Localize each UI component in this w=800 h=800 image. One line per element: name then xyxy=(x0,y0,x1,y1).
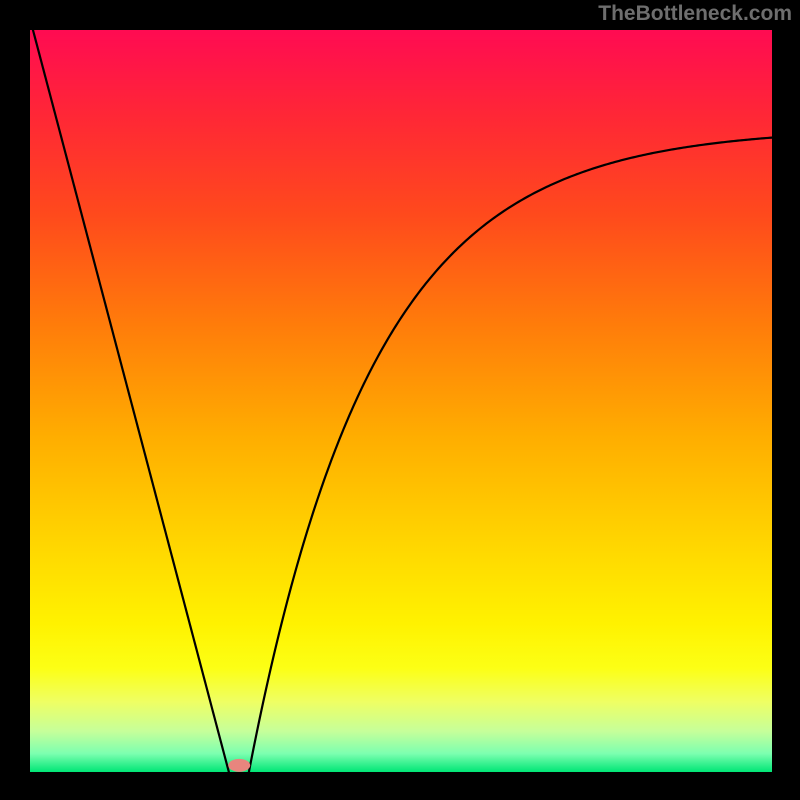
chart-svg xyxy=(30,30,772,772)
plot-area xyxy=(30,30,772,772)
chart-container: TheBottleneck.com xyxy=(0,0,800,800)
valley-marker xyxy=(228,759,250,772)
gradient-background xyxy=(30,30,772,772)
watermark-text: TheBottleneck.com xyxy=(598,2,792,26)
